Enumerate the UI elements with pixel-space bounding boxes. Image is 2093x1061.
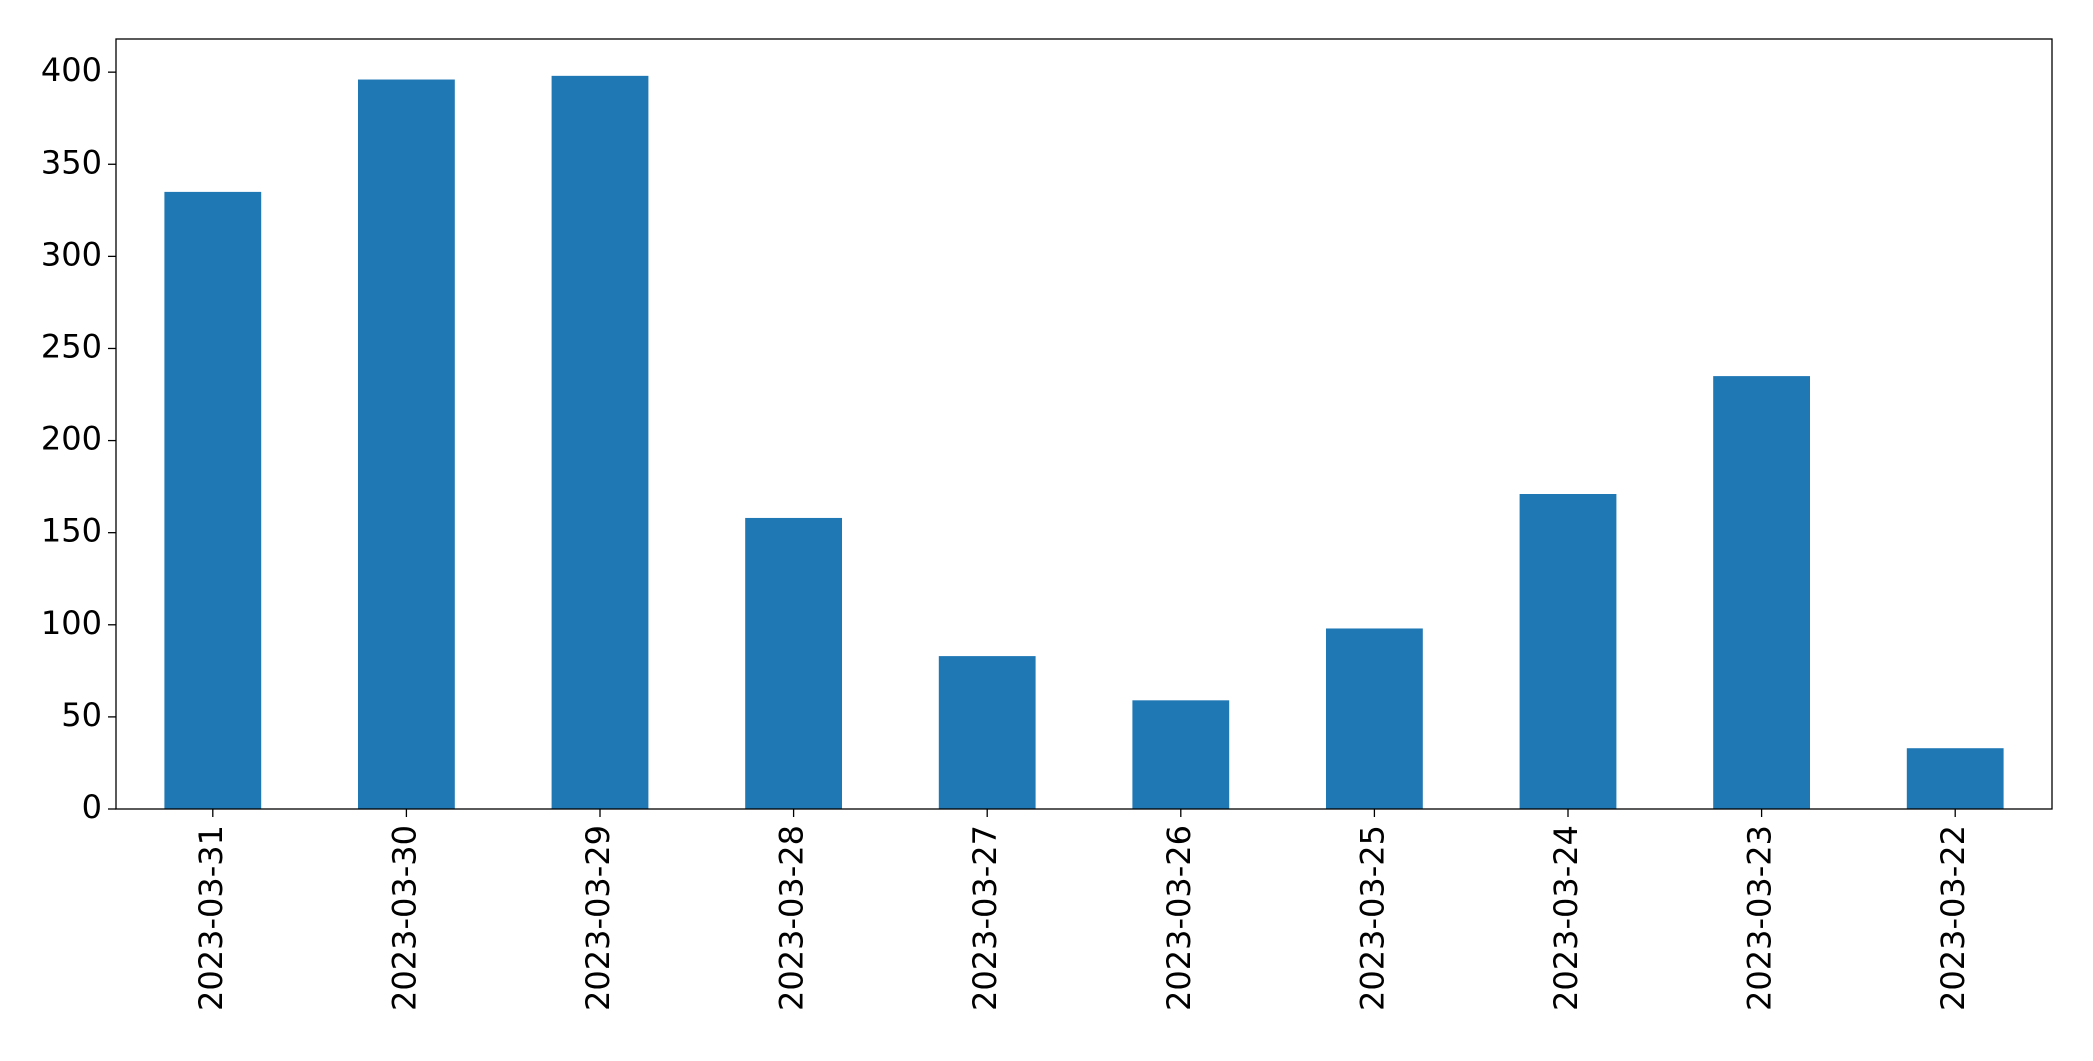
x-tick-label: 2023-03-31 bbox=[192, 825, 230, 1011]
x-tick-label: 2023-03-23 bbox=[1741, 825, 1779, 1011]
x-tick-label: 2023-03-24 bbox=[1547, 825, 1585, 1011]
bar bbox=[164, 191, 262, 810]
bar bbox=[1713, 376, 1810, 809]
x-tick-label: 2023-03-30 bbox=[385, 825, 423, 1011]
y-tick-label: 400 bbox=[41, 51, 102, 89]
bar bbox=[358, 79, 455, 810]
bar bbox=[1132, 700, 1230, 809]
y-tick-label: 100 bbox=[41, 604, 102, 642]
x-tick-label: 2023-03-26 bbox=[1160, 825, 1198, 1011]
bar bbox=[1326, 628, 1423, 809]
bar bbox=[745, 517, 842, 809]
y-tick-label: 300 bbox=[41, 235, 102, 273]
y-tick-label: 350 bbox=[41, 143, 102, 181]
x-tick-label: 2023-03-29 bbox=[579, 825, 617, 1011]
y-tick-label: 0 bbox=[82, 788, 102, 826]
y-tick-label: 250 bbox=[41, 327, 102, 365]
y-tick-label: 150 bbox=[41, 512, 102, 550]
bar bbox=[1906, 748, 2004, 809]
y-tick-label: 200 bbox=[41, 420, 102, 458]
plot-frame bbox=[115, 38, 2053, 810]
bar bbox=[1519, 494, 1617, 809]
x-tick-label: 2023-03-28 bbox=[773, 825, 811, 1011]
x-tick-label: 2023-03-25 bbox=[1353, 825, 1391, 1011]
x-tick-label: 2023-03-27 bbox=[966, 825, 1004, 1011]
bar bbox=[938, 656, 1036, 809]
y-tick-label: 50 bbox=[61, 696, 102, 734]
x-tick-label: 2023-03-22 bbox=[1934, 825, 1972, 1011]
bar bbox=[551, 75, 649, 809]
